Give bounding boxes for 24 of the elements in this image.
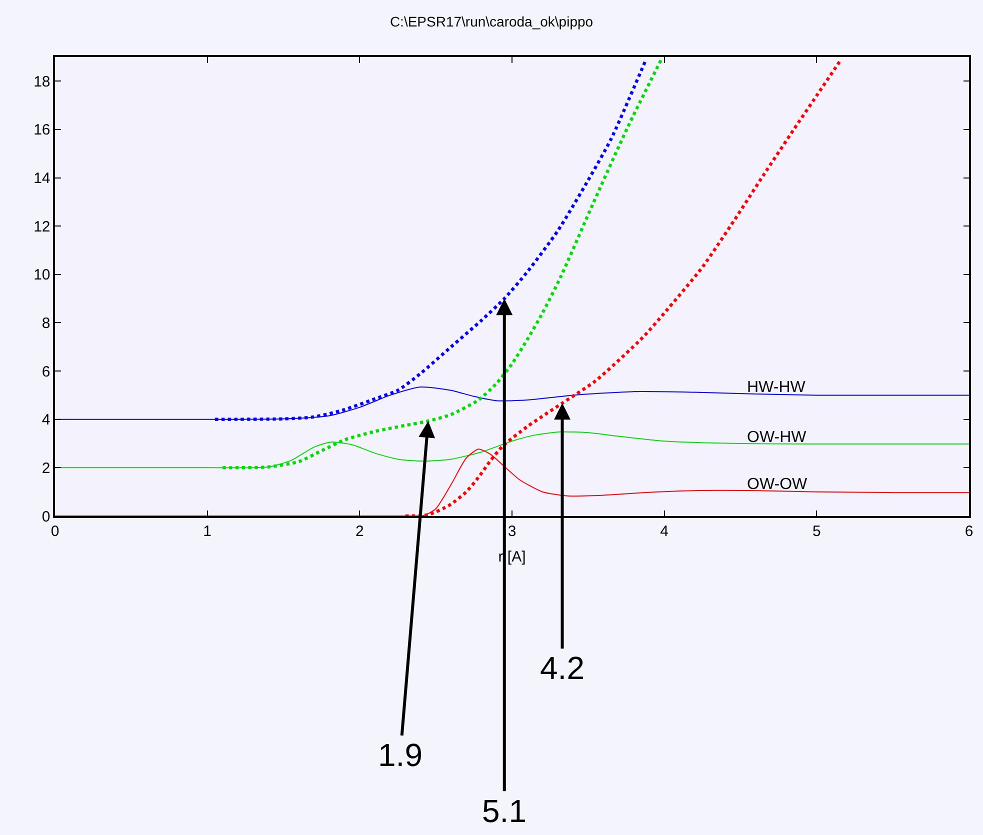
y-tick-label: 2 (42, 460, 50, 477)
x-tick-label: 1 (203, 522, 212, 540)
x-tick-label: 4 (660, 522, 668, 540)
x-tick-label: 5 (812, 522, 821, 540)
x-tick-label: 3 (508, 522, 516, 540)
y-tick-label: 0 (42, 508, 50, 526)
x-tick-label: 6 (964, 522, 974, 540)
y-tick-label: 18 (34, 73, 50, 90)
annotation: 5.1 (482, 793, 526, 829)
series-label: OW-OW (747, 476, 808, 493)
y-tick-label: 16 (34, 122, 50, 139)
series-label: HW-HW (747, 379, 806, 396)
y-tick-label: 8 (42, 314, 50, 332)
y-tick-label: 4 (42, 412, 50, 429)
annotation: 1.9 (378, 737, 422, 773)
y-tick-label: 14 (34, 170, 50, 188)
y-tick-label: 10 (34, 266, 50, 284)
y-tick-label: 6 (42, 363, 50, 380)
chart-title: C:\EPSR17\run\caroda_ok\pippo (390, 14, 594, 30)
y-tick-label: 12 (34, 218, 50, 236)
annotation: 4.2 (540, 650, 584, 686)
x-axis-title: r [A] (498, 548, 526, 566)
x-tick-label: 2 (356, 522, 364, 540)
series-label: OW-HW (747, 429, 808, 446)
